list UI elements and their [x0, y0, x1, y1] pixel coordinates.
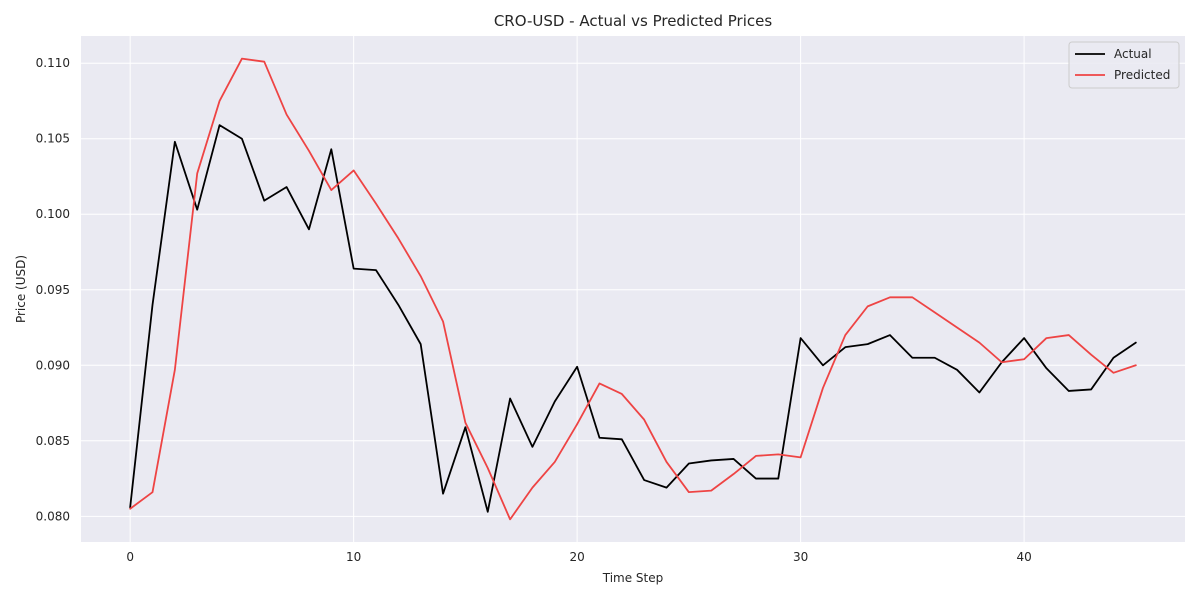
y-tick-label: 0.100: [36, 207, 70, 221]
series-lines: [129, 57, 1137, 521]
series-line-predicted: [129, 57, 1137, 521]
y-axis-label: Price (USD): [14, 255, 28, 323]
x-tick-label: 0: [126, 550, 134, 564]
series-line-actual: [129, 124, 1137, 513]
y-tick-label: 0.085: [36, 434, 70, 448]
x-tick-label: 40: [1016, 550, 1031, 564]
y-tick-label: 0.110: [36, 56, 70, 70]
y-tick-label: 0.105: [36, 132, 70, 146]
y-tick-label: 0.080: [36, 509, 70, 523]
x-tick-label: 20: [569, 550, 584, 564]
plot-area: [81, 36, 1185, 542]
legend: Actual Predicted: [1068, 41, 1180, 89]
x-tick-label: 10: [346, 550, 361, 564]
y-tick-label: 0.095: [36, 283, 70, 297]
x-tick-label: 30: [793, 550, 808, 564]
legend-actual-label: Actual: [1114, 47, 1152, 61]
y-tick-label: 0.090: [36, 358, 70, 372]
legend-predicted-label: Predicted: [1114, 68, 1170, 82]
x-axis-label: Time Step: [602, 571, 664, 585]
chart-title: CRO-USD - Actual vs Predicted Prices: [494, 12, 773, 30]
tick-labels: 0 10 20 30 40 0.080 0.085 0.090 0.095 0.100 0.105 0…: [36, 56, 1032, 564]
